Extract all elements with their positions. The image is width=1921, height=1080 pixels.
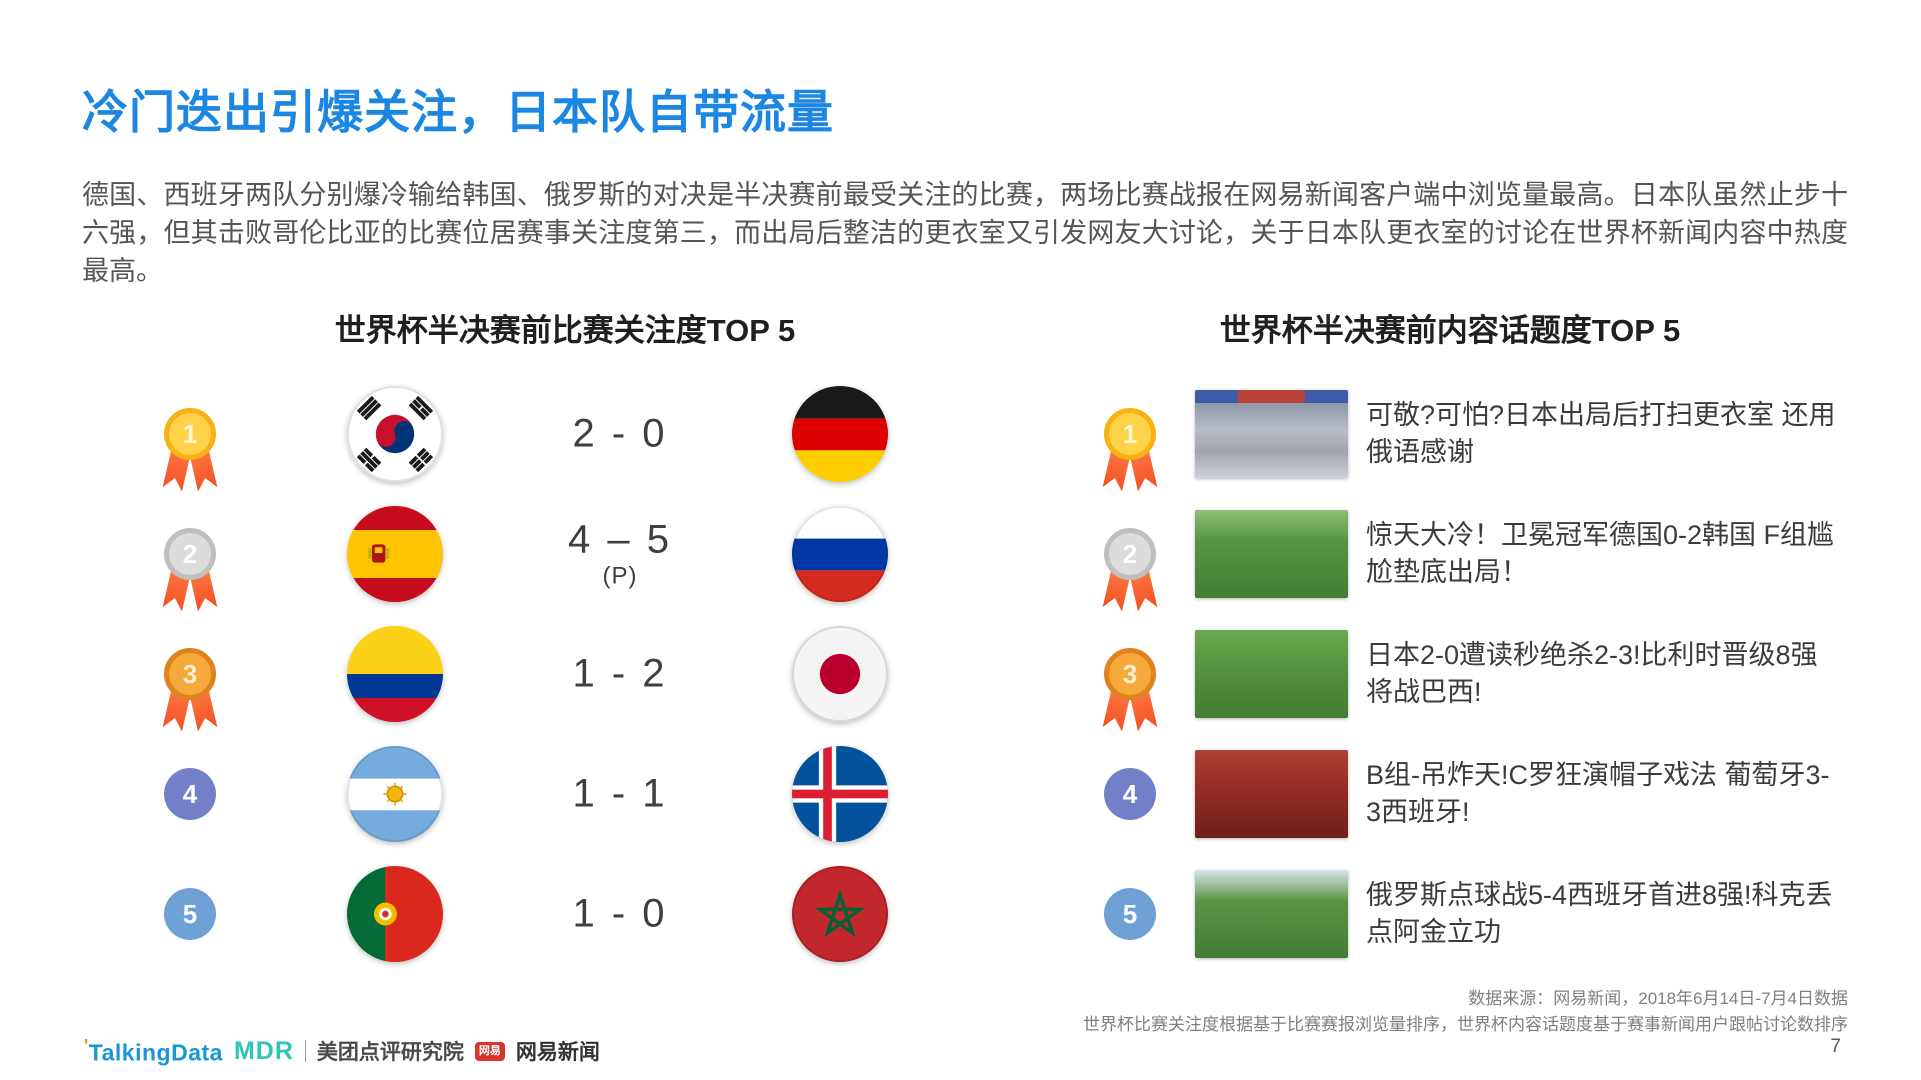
topic-row: 4 B组-吊炸天!C罗狂演帽子戏法 葡萄牙3-3西班牙! — [1060, 739, 1870, 849]
match-score: 2 - 0 — [572, 411, 668, 456]
news-headline: 可敬?可怕?日本出局后打扫更衣室 还用俄语感谢 — [1366, 400, 1836, 467]
match-row: 5 1 - 0 — [0, 859, 980, 969]
netease-logo-icon: 网易 — [474, 1041, 505, 1062]
morocco-flag-icon — [792, 866, 888, 962]
japan-belgium-pitch-photo — [1195, 630, 1348, 718]
talkingdata-logo: TalkingData — [84, 1036, 223, 1067]
page-title: 冷门迭出引爆关注，日本队自带流量 — [82, 86, 834, 138]
topic-row: 2 惊天大冷！卫冕冠军德国0-2韩国 F组尴尬垫底出局！ — [1060, 499, 1870, 609]
match-score: 1 - 2 — [572, 651, 668, 696]
rank-5-badge: 5 — [164, 888, 216, 940]
rank-4-badge: 4 — [1104, 768, 1156, 820]
match-row: 3 1 - 2 — [0, 619, 980, 729]
russia-flag-icon — [792, 506, 888, 602]
match-row: 2 4 – 5 (P) — [0, 499, 980, 609]
germany-korea-goal-photo — [1195, 510, 1348, 598]
match-row: 4 1 - 1 — [0, 739, 980, 849]
rank-number: 2 — [1104, 528, 1156, 580]
russia-spain-celebration-photo — [1195, 870, 1348, 958]
iceland-flag-icon — [792, 746, 888, 842]
rank-2-medal: 2 — [158, 528, 222, 620]
south-korea-flag-icon — [347, 386, 443, 482]
rank-2-medal: 2 — [1098, 528, 1162, 620]
portugal-flag-icon — [347, 866, 443, 962]
rank-1-medal: 1 — [158, 408, 222, 500]
japan-flag-icon — [792, 626, 888, 722]
rank-number: 3 — [1104, 648, 1156, 700]
rank-5-badge: 5 — [1104, 888, 1156, 940]
data-source-line1: 数据来源：网易新闻，2018年6月14日-7月4日数据 — [1468, 989, 1848, 1008]
logo-divider — [304, 1040, 306, 1063]
japan-locker-room-photo — [1195, 390, 1348, 478]
spain-flag-icon — [347, 506, 443, 602]
rank-3-medal: 3 — [1098, 648, 1162, 740]
rank-number: 1 — [1104, 408, 1156, 460]
match-score: 1 - 1 — [572, 771, 668, 816]
rank-number: 1 — [164, 408, 216, 460]
germany-flag-icon — [792, 386, 888, 482]
match-score: 4 – 5 — [568, 517, 672, 562]
topic-panel-title: 世界杯半决赛前内容话题度TOP 5 — [1219, 313, 1681, 348]
rank-1-medal: 1 — [1098, 408, 1162, 500]
netease-news-logo: 网易新闻 — [515, 1041, 600, 1065]
match-row: 1 — [0, 379, 980, 489]
score-note: (P) — [602, 562, 638, 590]
intro-paragraph: 德国、西班牙两队分别爆冷输给韩国、俄罗斯的对决是半决赛前最受关注的比赛，两场比赛… — [82, 180, 1848, 286]
argentina-flag-icon — [347, 746, 443, 842]
rank-number: 2 — [164, 528, 216, 580]
footer-logos: TalkingData MDR 美团点评研究院 网易 网易新闻 — [84, 1036, 600, 1067]
rank-3-medal: 3 — [158, 648, 222, 740]
match-panel-title: 世界杯半决赛前比赛关注度TOP 5 — [334, 313, 796, 348]
portugal-spain-fans-photo — [1195, 750, 1348, 838]
topic-row: 5 俄罗斯点球战5-4西班牙首进8强!科克丢点阿金立功 — [1060, 859, 1870, 969]
rank-number: 3 — [164, 648, 216, 700]
news-headline: 俄罗斯点球战5-4西班牙首进8强!科克丢点阿金立功 — [1366, 880, 1833, 947]
data-source-line2: 世界杯比赛关注度根据基于比赛赛报浏览量排序，世界杯内容话题度基于赛事新闻用户跟帖… — [1083, 1015, 1848, 1034]
rank-4-badge: 4 — [164, 768, 216, 820]
news-headline: 惊天大冷！卫冕冠军德国0-2韩国 F组尴尬垫底出局！ — [1366, 520, 1835, 587]
page-number: 7 — [1830, 1036, 1841, 1057]
topic-row: 1 可敬?可怕?日本出局后打扫更衣室 还用俄语感谢 — [1060, 379, 1870, 489]
topic-row: 3 日本2-0遭读秒绝杀2-3!比利时晋级8强将战巴西! — [1060, 619, 1870, 729]
mdr-logo: MDR — [233, 1036, 294, 1065]
colombia-flag-icon — [347, 626, 443, 722]
meituan-research-logo: 美团点评研究院 — [316, 1041, 464, 1065]
match-score: 1 - 0 — [572, 891, 668, 936]
data-source-note: 数据来源：网易新闻，2018年6月14日-7月4日数据 世界杯比赛关注度根据基于… — [1083, 986, 1848, 1038]
news-headline: B组-吊炸天!C罗狂演帽子戏法 葡萄牙3-3西班牙! — [1366, 760, 1830, 827]
news-headline: 日本2-0遭读秒绝杀2-3!比利时晋级8强将战巴西! — [1366, 640, 1818, 707]
